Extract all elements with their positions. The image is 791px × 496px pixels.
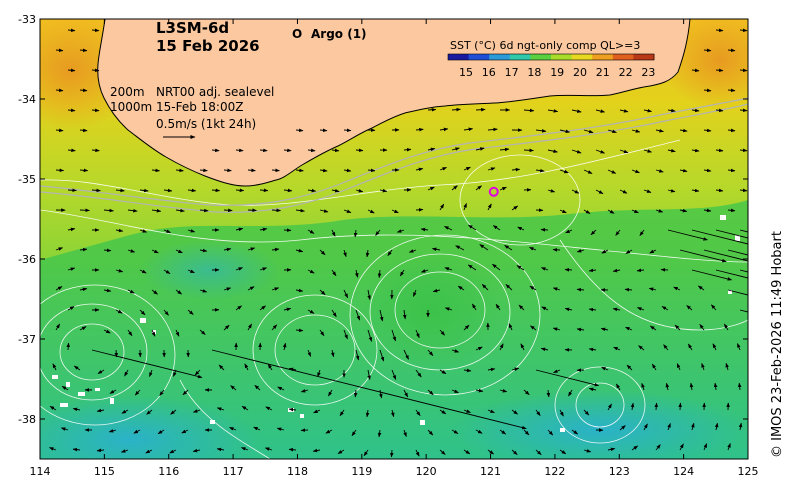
current-vector-arrow: [541, 229, 548, 230]
current-vector-arrow: [260, 190, 268, 191]
x-tick-label: 118: [287, 465, 308, 478]
x-tick-label: 119: [351, 465, 372, 478]
colorbar-segment: [633, 54, 654, 60]
current-vector-arrow: [56, 170, 64, 171]
info-depth-200: 200m: [110, 85, 145, 99]
colorbar-title: SST (°C) 6d ngt-only comp QL>=3: [450, 39, 640, 52]
info-depth-1000: 1000m: [110, 100, 152, 114]
colorbar-ticks: 15 16 17 18 19 20 21 22 23: [459, 66, 655, 79]
product-title: L3SM-6d: [156, 19, 229, 37]
y-tick-label: -36: [18, 253, 36, 266]
colorbar-segment: [489, 54, 510, 60]
colorbar: [448, 54, 655, 60]
current-vector-arrow: [476, 109, 485, 110]
colorbar-tick-label: 20: [573, 66, 587, 79]
date-title: 15 Feb 2026: [156, 37, 260, 55]
argo-legend-marker: O: [292, 27, 302, 41]
y-tick-label: -33: [18, 13, 36, 26]
colorbar-segment: [510, 54, 531, 60]
info-sealevel-label: NRT00 adj. sealevel: [156, 85, 274, 99]
info-timestamp: 15-Feb 18:00Z: [156, 100, 243, 114]
colorbar-tick-label: 15: [459, 66, 473, 79]
current-vector-arrow: [236, 190, 244, 191]
colorbar-tick-label: 21: [596, 66, 610, 79]
x-tick-label: 122: [544, 465, 565, 478]
x-tick-label: 125: [738, 465, 759, 478]
scale-arrow-label: 0.5m/s (1kt 24h): [156, 117, 256, 131]
x-tick-label: 120: [416, 465, 437, 478]
colorbar-tick-label: 22: [619, 66, 633, 79]
colorbar-segment: [551, 54, 572, 60]
y-tick-label: -37: [18, 333, 36, 346]
y-tick-label: -38: [18, 413, 36, 426]
colorbar-segment: [613, 54, 634, 60]
colorbar-tick-label: 19: [550, 66, 564, 79]
current-vector-arrow: [565, 269, 572, 270]
current-vector-arrow: [68, 343, 69, 350]
colorbar-segment: [592, 54, 613, 60]
x-tick-label: 123: [609, 465, 630, 478]
current-vector-arrow: [356, 150, 363, 151]
current-vector-arrow: [224, 210, 232, 211]
colorbar-tick-label: 17: [505, 66, 519, 79]
current-vector-arrow: [391, 450, 392, 457]
argo-legend-label: Argo (1): [311, 27, 367, 41]
x-tick-label: 117: [223, 465, 244, 478]
current-vector-arrow: [524, 150, 533, 151]
x-tick-label: 121: [480, 465, 501, 478]
x-tick-label: 124: [673, 465, 694, 478]
x-tick-label: 114: [30, 465, 51, 478]
colorbar-tick-label: 23: [641, 66, 655, 79]
sst-cool-tongue: [140, 240, 280, 300]
y-tick-label: -35: [18, 173, 36, 186]
current-vector-arrow: [404, 149, 411, 150]
colorbar-segment: [448, 54, 469, 60]
x-tick-label: 115: [94, 465, 115, 478]
colorbar-segment: [572, 54, 593, 60]
credit-text: © IMOS 23-Feb-2026 11:49 Hobart: [770, 231, 785, 458]
colorbar-tick-label: 18: [527, 66, 541, 79]
colorbar-tick-label: 16: [482, 66, 496, 79]
y-tick-label: -34: [18, 93, 36, 106]
colorbar-segment: [469, 54, 490, 60]
current-vector-arrow: [116, 350, 117, 357]
x-tick-label: 116: [158, 465, 179, 478]
current-vector-arrow: [272, 210, 281, 211]
sst-field: [0, 10, 791, 485]
current-vector-arrow: [344, 130, 351, 131]
current-vector-arrow: [656, 403, 657, 410]
colorbar-segment: [530, 54, 551, 60]
